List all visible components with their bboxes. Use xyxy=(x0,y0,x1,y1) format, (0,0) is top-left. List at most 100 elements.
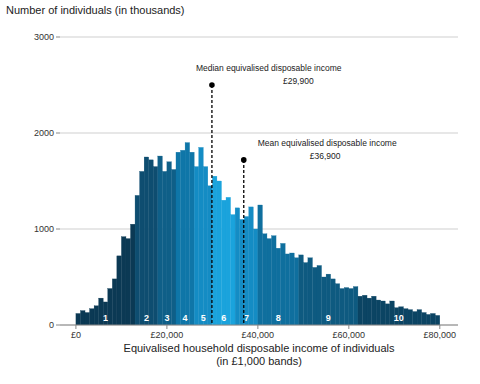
decile-label: 10 xyxy=(394,313,404,323)
x-tick-label: £80,000 xyxy=(424,330,457,340)
x-tick-label: £0 xyxy=(71,330,81,340)
bar xyxy=(285,254,290,325)
y-tick xyxy=(56,325,60,326)
bar xyxy=(417,310,422,325)
decile-label: 1 xyxy=(103,313,108,323)
bar xyxy=(176,152,181,325)
bar xyxy=(294,258,299,325)
bar xyxy=(158,156,163,325)
y-tick xyxy=(56,229,60,230)
bar xyxy=(326,274,331,325)
bar xyxy=(199,147,204,325)
bar xyxy=(317,265,322,325)
bar xyxy=(112,279,117,325)
y-axis-title: Number of individuals (in thousands) xyxy=(6,4,185,16)
x-tick xyxy=(75,325,76,329)
bar xyxy=(381,301,386,325)
bar xyxy=(121,237,126,325)
bar xyxy=(422,313,427,325)
bar xyxy=(149,160,154,325)
annotation-value: £36,900 xyxy=(310,151,341,161)
bar xyxy=(80,311,85,325)
x-tick-label: £60,000 xyxy=(333,330,366,340)
bar xyxy=(372,296,377,325)
bar xyxy=(135,195,140,325)
bar xyxy=(299,255,304,325)
decile-label: 3 xyxy=(164,313,169,323)
annotation-value: £29,900 xyxy=(283,76,314,86)
bar xyxy=(131,224,136,325)
bar xyxy=(76,313,81,325)
bar xyxy=(244,217,249,325)
annotation-dot xyxy=(241,157,247,163)
x-tick-label: £20,000 xyxy=(151,330,184,340)
bar xyxy=(331,279,336,325)
bar xyxy=(126,239,131,325)
bar xyxy=(185,143,190,325)
x-axis-title: (in £1,000 bands) xyxy=(216,355,302,367)
annotation-line xyxy=(243,160,244,325)
decile-label: 4 xyxy=(183,313,188,323)
bar xyxy=(144,157,149,325)
y-tick-label: 0 xyxy=(49,320,54,330)
annotation-text: Mean equivalised disposable income xyxy=(258,138,397,148)
bar xyxy=(117,256,122,325)
bar xyxy=(353,287,358,325)
bar xyxy=(190,152,195,325)
bar xyxy=(403,309,408,325)
grid-line xyxy=(60,325,458,326)
decile-label: 5 xyxy=(201,313,206,323)
decile-label: 6 xyxy=(221,313,226,323)
decile-label: 9 xyxy=(326,313,331,323)
bar xyxy=(90,309,95,325)
bar xyxy=(103,302,108,325)
bar xyxy=(408,310,413,325)
bar xyxy=(290,253,295,325)
bar xyxy=(431,313,436,325)
bar xyxy=(335,284,340,325)
bar xyxy=(181,150,186,325)
x-tick-label: £40,000 xyxy=(242,330,275,340)
bar xyxy=(249,207,254,325)
bar xyxy=(362,295,367,325)
bar xyxy=(312,267,317,325)
bar xyxy=(153,167,158,325)
bar xyxy=(413,312,418,325)
x-axis-line xyxy=(60,325,458,326)
grid-line xyxy=(60,37,458,38)
x-tick xyxy=(257,325,258,329)
y-tick-label: 2000 xyxy=(34,128,54,138)
bar xyxy=(94,306,99,325)
bar xyxy=(258,205,263,325)
bar xyxy=(203,167,208,325)
bar xyxy=(231,215,236,325)
bar xyxy=(308,258,313,325)
bar xyxy=(217,181,222,325)
bar xyxy=(140,171,145,325)
bar xyxy=(212,176,217,325)
annotation-text: Median equivalised disposable income xyxy=(196,63,342,73)
y-tick-label: 3000 xyxy=(34,32,54,42)
bar xyxy=(281,243,286,325)
bar xyxy=(85,313,90,325)
x-tick xyxy=(166,325,167,329)
decile-label: 2 xyxy=(144,313,149,323)
decile-label: 7 xyxy=(244,313,249,323)
bar xyxy=(303,263,308,325)
bar xyxy=(272,236,277,325)
bar xyxy=(221,200,226,325)
bar xyxy=(108,289,113,325)
bar xyxy=(358,296,363,325)
grid-line xyxy=(60,133,458,134)
x-tick xyxy=(439,325,440,329)
y-tick xyxy=(56,133,60,134)
bar xyxy=(253,229,258,325)
bars xyxy=(76,143,440,325)
bar xyxy=(435,315,440,325)
bar xyxy=(376,300,381,325)
annotation-line xyxy=(211,85,212,325)
annotation-dot xyxy=(209,82,215,88)
bar xyxy=(162,171,167,325)
bar xyxy=(262,234,267,325)
bar xyxy=(267,239,272,325)
